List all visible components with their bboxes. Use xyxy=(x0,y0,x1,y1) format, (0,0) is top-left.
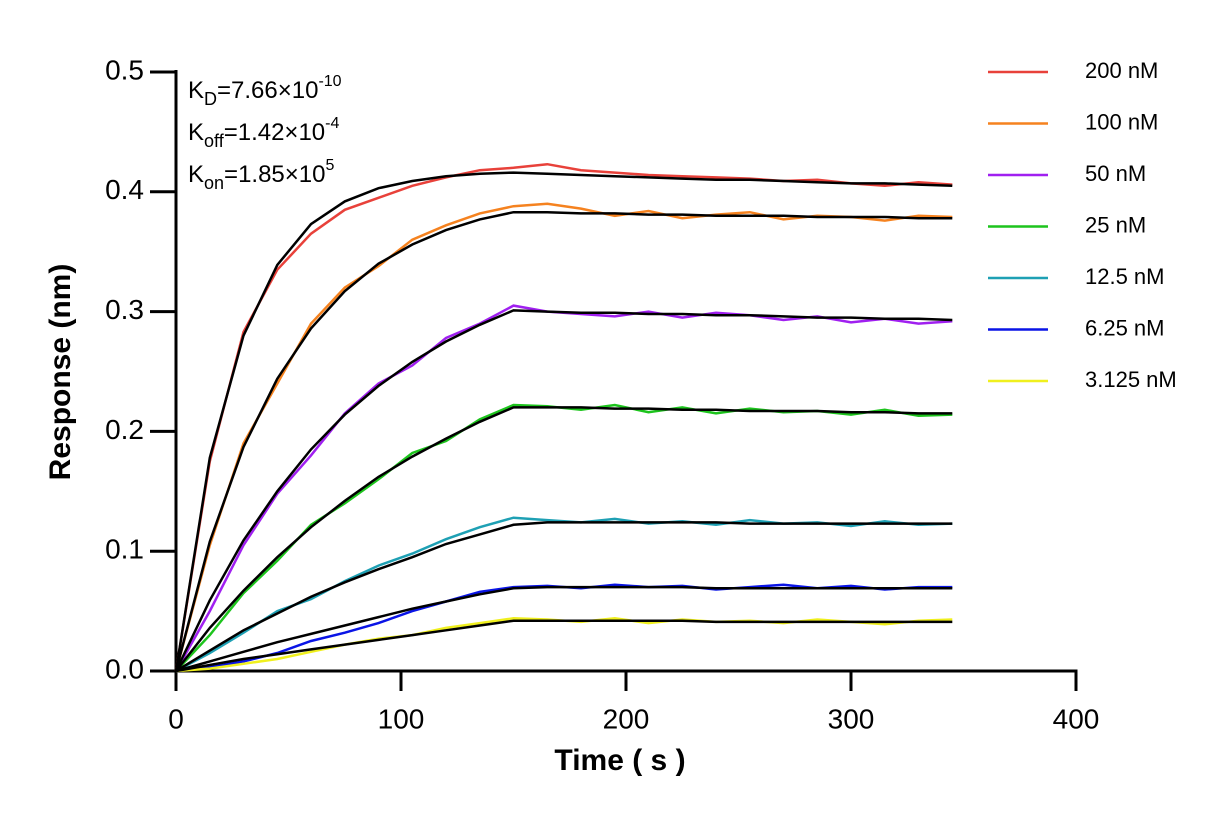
fit-line xyxy=(174,309,953,672)
fit-line xyxy=(175,406,953,672)
y-tick-label: 0.1 xyxy=(105,534,144,565)
fit-line xyxy=(175,619,953,673)
annotation-main: K xyxy=(188,77,204,104)
fit-line xyxy=(174,171,953,672)
fit-line xyxy=(175,521,953,673)
fit-line xyxy=(174,210,953,672)
data-line xyxy=(175,583,953,673)
y-tick-label: 0.4 xyxy=(105,174,144,205)
annotation: KD=7.66×10-10 xyxy=(188,73,342,109)
legend-label: 200 nM xyxy=(1085,58,1158,83)
annotation-sub: D xyxy=(204,89,217,109)
annotation-text: =1.42×10 xyxy=(224,119,325,146)
x-axis-label: Time ( s ) xyxy=(554,744,685,777)
annotation-sup: -10 xyxy=(318,73,341,90)
legend-label: 25 nM xyxy=(1085,212,1146,237)
legend-label: 3.125 nM xyxy=(1085,367,1177,392)
data-line xyxy=(175,617,953,673)
y-tick-label: 0.0 xyxy=(105,653,144,684)
annotation-sub: on xyxy=(204,173,224,193)
y-axis-label: Response (nm) xyxy=(44,264,77,481)
legend-label: 12.5 nM xyxy=(1085,264,1165,289)
annotation-main: K xyxy=(188,161,204,188)
x-tick-label: 0 xyxy=(168,703,184,734)
x-tick-label: 400 xyxy=(1053,703,1100,734)
data-line xyxy=(174,162,953,672)
annotation-text: =7.66×10 xyxy=(217,77,318,104)
x-tick-label: 200 xyxy=(603,703,650,734)
annotation-sup: -4 xyxy=(325,115,339,132)
x-tick-label: 300 xyxy=(828,703,875,734)
legend-label: 50 nM xyxy=(1085,161,1146,186)
y-tick-label: 0.3 xyxy=(105,294,144,325)
y-tick-label: 0.5 xyxy=(105,54,144,85)
fit-line xyxy=(175,585,953,673)
annotation-main: K xyxy=(188,119,204,146)
legend-label: 100 nM xyxy=(1085,109,1158,134)
annotation-sub: off xyxy=(204,131,225,151)
data-line xyxy=(174,202,953,672)
annotation: Kon=1.85×105 xyxy=(188,157,334,193)
annotation: Koff=1.42×10-4 xyxy=(188,115,339,151)
data-line xyxy=(175,403,953,672)
annotation-sup: 5 xyxy=(325,157,334,174)
legend-label: 6.25 nM xyxy=(1085,315,1165,340)
y-tick-label: 0.2 xyxy=(105,414,144,445)
data-line xyxy=(174,304,953,672)
x-tick-label: 100 xyxy=(378,703,425,734)
annotation-text: =1.85×10 xyxy=(224,161,325,188)
